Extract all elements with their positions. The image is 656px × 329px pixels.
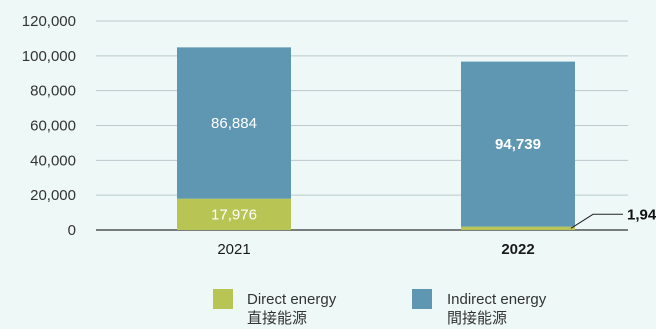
y-axis-ticks: 0 20,000 40,000 60,000 80,000 100,000 120,000 (22, 13, 76, 239)
y-tick-label: 40,000 (30, 152, 76, 169)
y-tick-label: 0 (68, 222, 76, 239)
legend-label-zh-direct: 直接能源 (247, 310, 307, 327)
y-tick-label: 120,000 (22, 13, 76, 30)
legend-label-indirect: Indirect energy (447, 291, 547, 308)
legend-swatch-indirect (412, 289, 432, 309)
bar-segment-direct (177, 198, 291, 230)
bars (177, 47, 575, 230)
y-tick-label: 100,000 (22, 48, 76, 65)
x-axis-categories: 2021 2022 (217, 241, 534, 258)
y-tick-label: 80,000 (30, 83, 76, 100)
bar-segment-indirect (177, 47, 291, 199)
bar-segment-direct (461, 226, 575, 230)
legend-swatch-direct (213, 289, 233, 309)
bar-value-label: 94,739 (495, 136, 541, 153)
x-category-label: 2021 (217, 241, 250, 258)
y-tick-label: 60,000 (30, 118, 76, 135)
bar-segment-indirect (461, 61, 575, 227)
bar-value-label: 86,884 (211, 115, 257, 132)
legend-label-direct: Direct energy (247, 291, 337, 308)
bar-value-label: 1,948 (627, 206, 656, 223)
value-labels: 17,976 86,884 1,948 94,739 (211, 115, 656, 229)
legend-label-zh-indirect: 間接能源 (447, 310, 507, 327)
x-category-label: 2022 (501, 241, 534, 258)
y-tick-label: 20,000 (30, 187, 76, 204)
callout-leader (570, 213, 623, 229)
legend: Direct energy 直接能源 Indirect energy 間接能源 (213, 289, 547, 327)
bar-value-label: 17,976 (211, 206, 257, 223)
